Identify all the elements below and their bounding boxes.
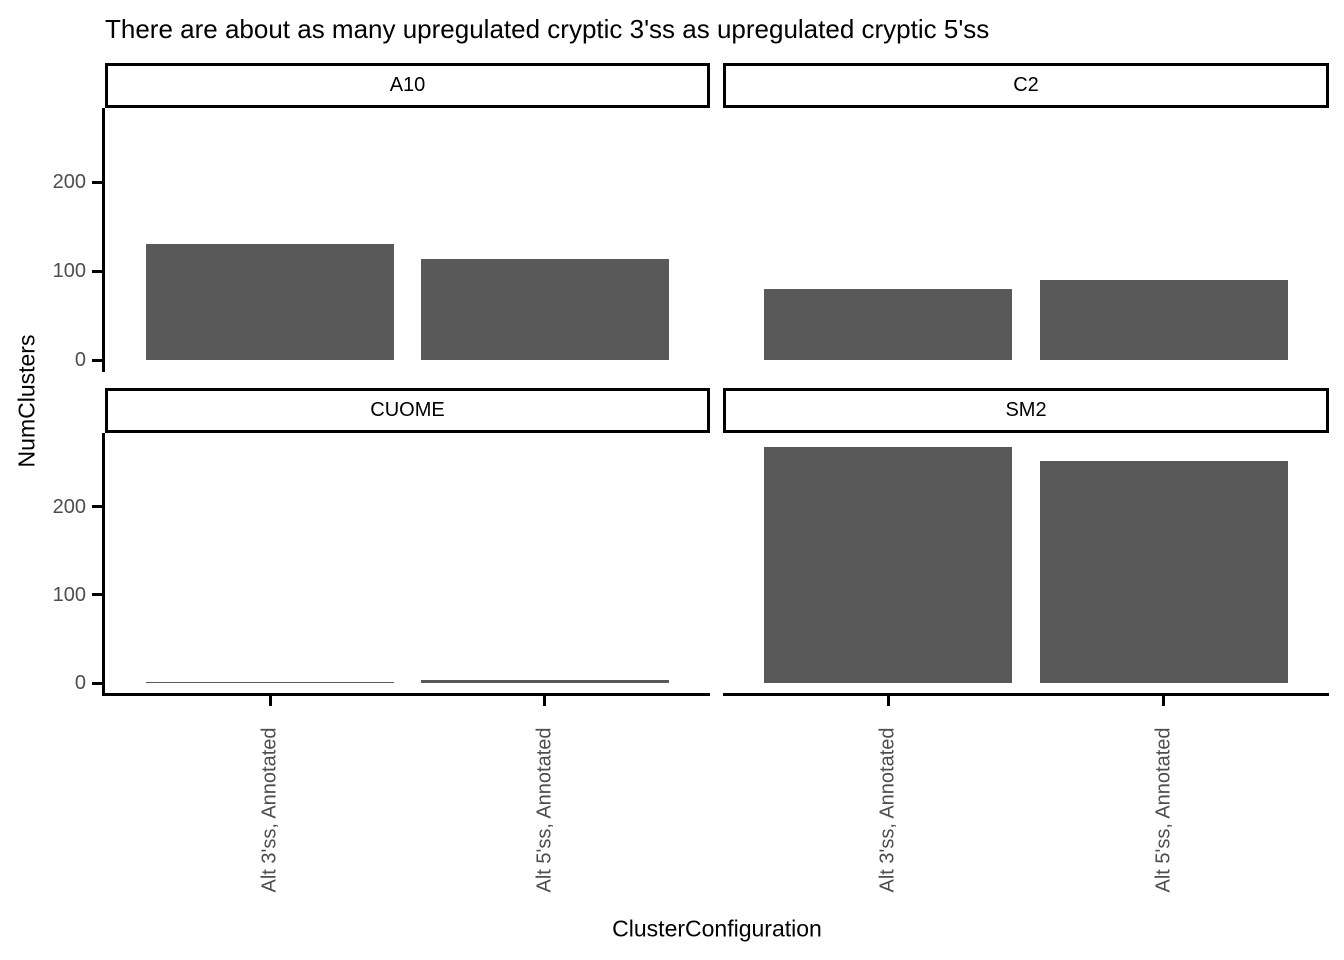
x-tick-mark [1162,696,1166,706]
bar-SM2-1 [764,446,1013,684]
x-tick-mark [543,696,547,706]
bar-A10-1 [146,244,394,360]
x-axis-line [723,693,1329,696]
x-axis-title: ClusterConfiguration [612,915,822,942]
y-tick-label: 100 [52,260,86,283]
x-tick-label: Alt 5'ss, Annotated [533,727,556,893]
facet-label: SM2 [1005,399,1047,421]
x-axis-line [102,693,710,696]
facet-label: C2 [1013,74,1039,96]
y-tick-label: 200 [52,495,86,518]
bar-CUOME-1 [146,682,394,684]
bar-C2-2 [1039,280,1288,360]
x-tick-label: Alt 5'ss, Annotated [1152,727,1175,893]
y-tick-label: 100 [52,583,86,606]
bar-A10-2 [421,258,669,360]
facet-strip: A10 [105,63,710,108]
y-tick-mark [92,180,102,184]
bar-SM2-2 [1039,460,1288,684]
y-tick-label: 0 [74,672,86,695]
facet-strip: SM2 [723,388,1329,433]
facet-strip: CUOME [105,388,710,433]
y-axis-line [102,108,105,372]
y-tick-mark [92,358,102,362]
y-tick-label: 0 [74,349,86,371]
x-tick-mark [268,696,272,706]
x-tick-label: Alt 3'ss, Annotated [258,727,281,893]
y-tick-mark [92,269,102,273]
bar-CUOME-2 [421,680,669,684]
facet-label: A10 [389,74,426,96]
chart-title: There are about as many upregulated cryp… [105,14,990,44]
y-tick-mark [92,593,102,597]
y-tick-mark [92,505,102,509]
y-axis-line [102,433,105,695]
x-tick-label: Alt 3'ss, Annotated [876,727,899,893]
facet-label: CUOME [370,399,445,421]
x-tick-mark [886,696,890,706]
bar-C2-1 [764,288,1013,360]
facet-strip: C2 [723,63,1329,108]
y-tick-label: 200 [52,171,86,194]
y-tick-mark [92,681,102,685]
